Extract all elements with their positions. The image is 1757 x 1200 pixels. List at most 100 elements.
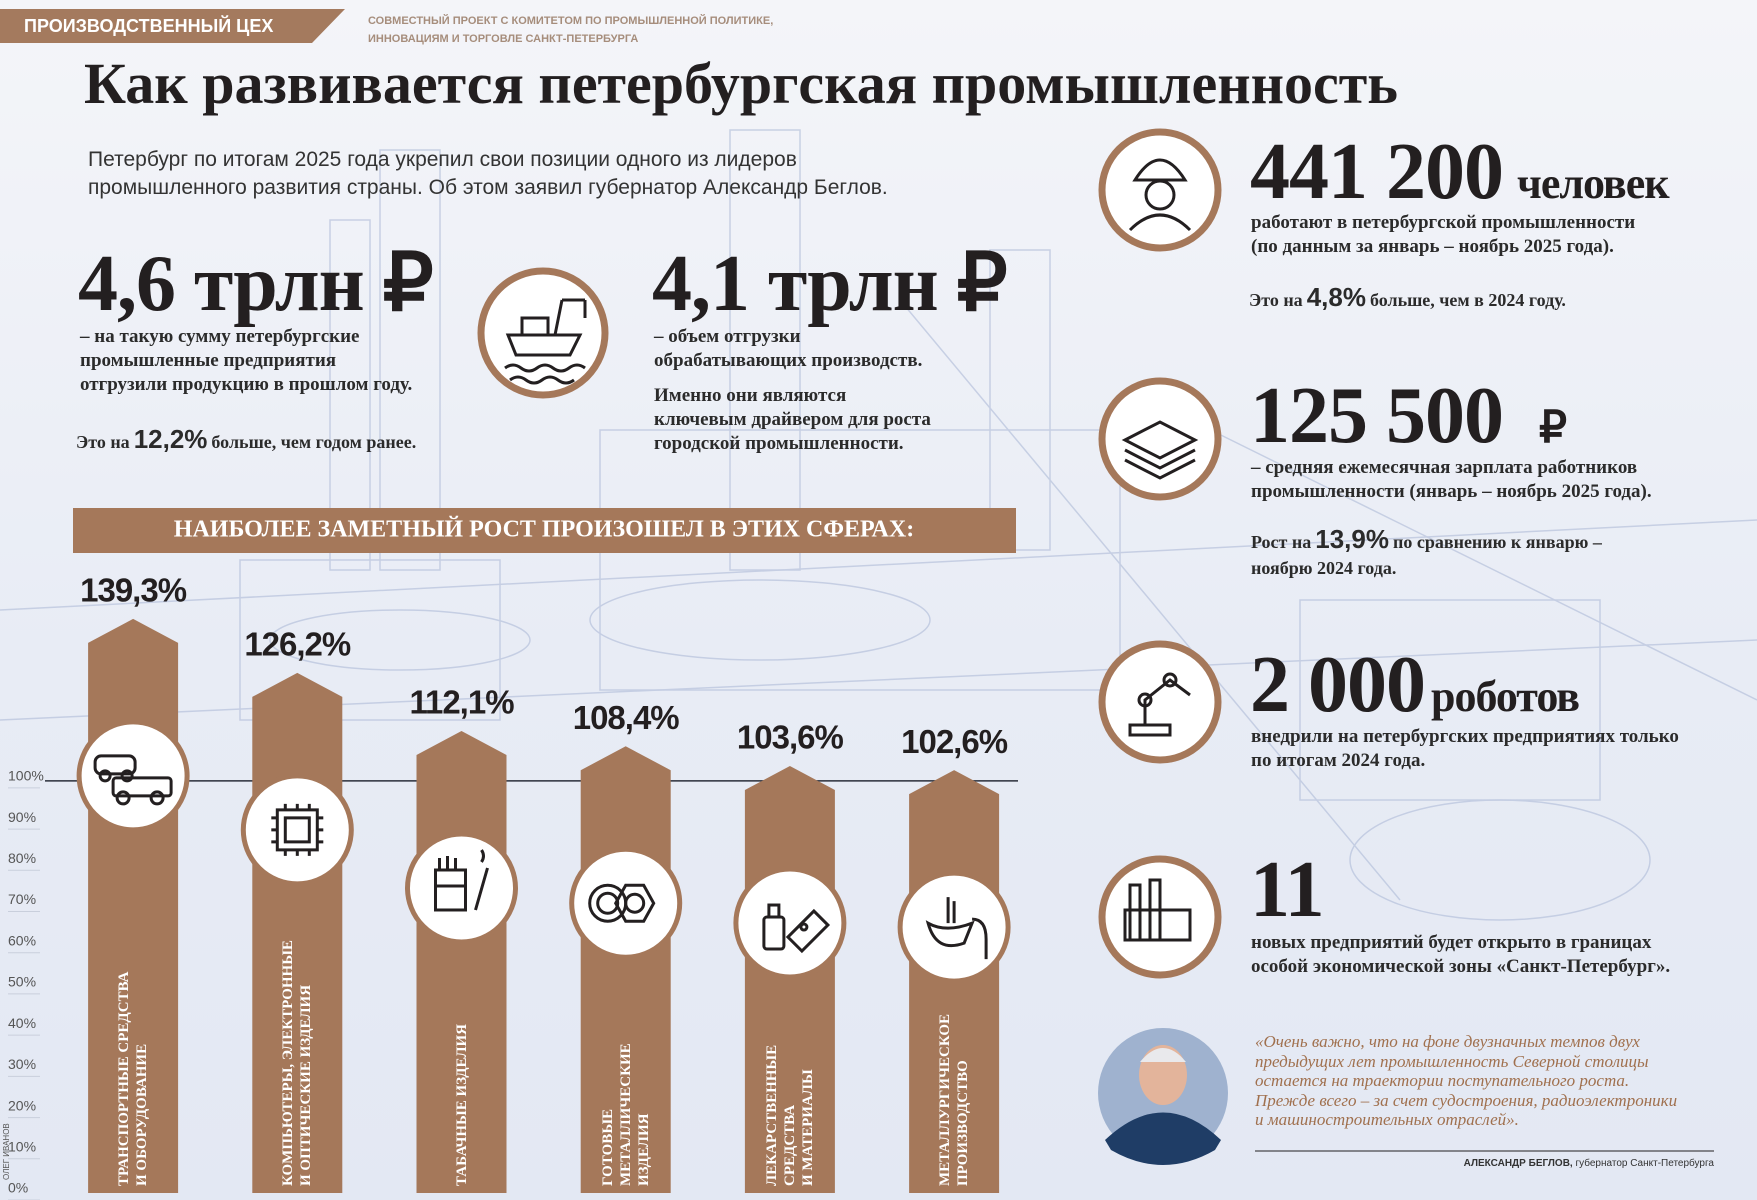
category-icon [271, 803, 324, 856]
quote-line: предыдущих лет промышленность Северной с… [1255, 1051, 1649, 1071]
stat-unit: человек [1517, 159, 1670, 208]
desc-line: промышленные предприятия [80, 350, 337, 371]
desc-line: Именно они являются [654, 385, 847, 406]
stat-number: 441 200 [1250, 128, 1504, 216]
stat-desc: внедрили на петербургских предприятиях т… [1251, 725, 1679, 773]
ship-icon [477, 267, 609, 399]
note-value: 12,2% [133, 424, 208, 454]
quote-attribution: АЛЕКСАНДР БЕГЛОВ, губернатор Санкт-Петер… [1464, 1158, 1714, 1169]
category-icon [588, 883, 656, 923]
category-label: ТАБАЧНЫЕ ИЗДЕЛИЯ [453, 1024, 470, 1186]
icon-part [98, 769, 112, 783]
category-label: ЛЕКАРСТВЕННЫЕ СРЕДСТВА И МАТЕРИАЛЫ [763, 1044, 816, 1186]
y-tick-label: 20% [8, 1097, 36, 1113]
icon-part [149, 790, 165, 806]
note-text: Рост на [1251, 532, 1312, 552]
y-tick-label: 50% [8, 974, 36, 990]
desc-line: работают в петербургской промышленности [1251, 212, 1636, 233]
desc-line: по итогам 2024 года. [1251, 750, 1426, 771]
robot-icon [1098, 640, 1222, 764]
icon-part [271, 803, 324, 856]
intro-line: Петербург по итогам 2025 года укрепил св… [88, 148, 797, 171]
quote-line: остается на траектории поступательного р… [1255, 1071, 1630, 1090]
chart-title: НАИБОЛЕЕ ЗАМЕТНЫЙ РОСТ ПРОИЗОШЕЛ В ЭТИХ … [174, 517, 914, 543]
category-icon [925, 897, 988, 960]
y-tick-label: 40% [8, 1015, 36, 1031]
stat-desc: новых предприятий будет открыто в границ… [1251, 931, 1670, 979]
stat-unit: ₽ [1539, 403, 1567, 452]
icon-part [925, 920, 975, 948]
partner-note: СОВМЕСТНЫЙ ПРОЕКТ С КОМИТЕТОМ ПО ПРОМЫШЛ… [368, 12, 773, 48]
intro-line: промышленного развития страны. Об этом з… [88, 176, 888, 199]
quote-line: и машиностроительных отраслей». [1255, 1110, 1519, 1129]
quote-line: «Очень важно, что на фоне двузначных тем… [1255, 1032, 1640, 1051]
stat-value: 11 [1250, 846, 1325, 934]
category-icon [434, 849, 489, 912]
icon-part [434, 868, 467, 912]
stat-desc: работают в петербургской промышленности … [1251, 211, 1635, 259]
category-icon [762, 903, 831, 954]
intro: Петербург по итогам 2025 года укрепил св… [88, 146, 888, 202]
desc-line: – средняя ежемесячная зарплата работнико… [1251, 457, 1638, 478]
y-tick-label: 30% [8, 1056, 36, 1072]
icon-part [767, 903, 781, 919]
y-tick-label: 0% [8, 1180, 28, 1196]
factory-icon [1098, 855, 1222, 979]
quote-line: Прежде всего – за счет судостроения, рад… [1255, 1090, 1678, 1110]
note-line: Рост на 13,9% по сравнению к январю – [1251, 526, 1602, 555]
stat-value: 2 000 роботов [1250, 645, 1580, 725]
icon-part [799, 922, 809, 932]
desc-line: обрабатывающих производств. [654, 350, 923, 371]
icon-part [435, 855, 466, 888]
desc-line: (по данным за январь – ноябрь 2025 года)… [1251, 236, 1614, 257]
money-icon [1098, 377, 1222, 501]
y-tick-label: 60% [8, 932, 36, 948]
icon-part [111, 776, 173, 798]
note-text: больше, чем в 2024 году. [1369, 290, 1566, 310]
quote-author: АЛЕКСАНДР БЕГЛОВ, [1463, 1158, 1573, 1169]
y-tick-label: 90% [8, 809, 36, 825]
desc-line: – объем отгрузки [654, 326, 801, 347]
value-label: 108,4% [573, 699, 680, 736]
icon-part [624, 892, 646, 914]
stat-note: Это на 4,8% больше, чем в 2024 году. [1249, 284, 1566, 313]
section-banner [0, 9, 345, 43]
stat-number: 2 000 [1250, 641, 1426, 729]
desc-line: внедрили на петербургских предприятиях т… [1251, 726, 1679, 747]
partner-line: ИННОВАЦИЯМ И ТОРГОВЛЕ САНКТ-ПЕТЕРБУРГА [368, 33, 639, 45]
note-value: 13,9% [1315, 524, 1389, 554]
quote-position: губернатор Санкт-Петербурга [1575, 1158, 1714, 1169]
desc-line: – на такую сумму петербургские [80, 326, 360, 347]
desc-line: городской промышленности. [654, 433, 904, 454]
stat-unit: роботов [1431, 672, 1580, 721]
section-label: ПРОИЗВОДСТВЕННЫЙ ЦЕХ [24, 16, 274, 36]
desc-line: ключевым драйвером для роста [654, 409, 931, 430]
quote: «Очень важно, что на фоне двузначных тем… [1255, 1032, 1677, 1130]
icon-part [474, 849, 489, 911]
desc-line: отгрузили продукцию в прошлом году. [80, 374, 413, 395]
icon-part [283, 816, 311, 844]
desc-line: особой экономической зоны «Санкт-Петербу… [1251, 956, 1671, 977]
category-label: ТРАНСПОРТНЫЕ СРЕДСТВА И ОБОРУДОВАНИЕ [116, 971, 151, 1186]
value-label: 112,1% [409, 684, 514, 721]
value-label: 126,2% [244, 626, 351, 663]
stat-value: 4,1 трлн ₽ [652, 240, 1008, 328]
category-icon-circle [405, 831, 518, 945]
category-label: КОМПЬЮТЕРЫ, ЭЛЕКТРОННЫЕ И ОПТИЧЕСКИЕ ИЗД… [280, 940, 315, 1186]
desc-line: новых предприятий будет открыто в границ… [1251, 932, 1652, 953]
icon-part [785, 908, 831, 954]
stat-value: 125 500 ₽ [1250, 376, 1567, 456]
y-tick-label: 70% [8, 891, 36, 907]
icon-part [596, 891, 620, 915]
stat-value: 441 200 человек [1250, 132, 1670, 212]
icon-part [120, 769, 134, 783]
stat-extra: Именно они являются ключевым драйвером д… [654, 384, 931, 456]
icon-part [946, 897, 988, 960]
portrait [1098, 1028, 1228, 1165]
note-value: 4,8% [1306, 282, 1366, 312]
desc-line: промышленности (январь – ноябрь 2025 год… [1251, 481, 1652, 502]
stat-desc: – объем отгрузки обрабатывающих производ… [654, 325, 922, 373]
value-label: 139,3% [80, 572, 187, 609]
category-icon-circle [240, 773, 354, 887]
